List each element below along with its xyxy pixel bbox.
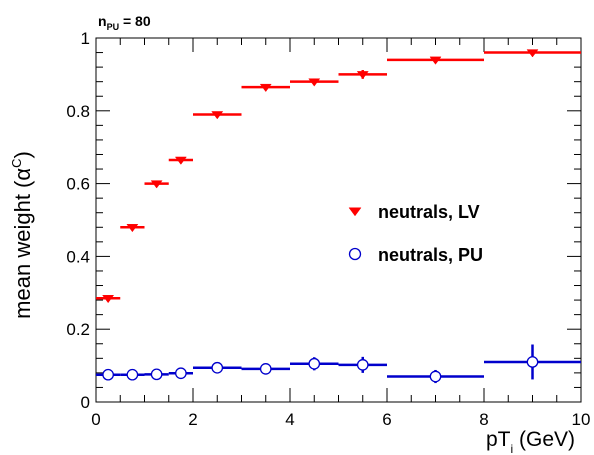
x-tick-label: 10 [572,410,591,429]
x-axis-label-sub: i [510,442,513,455]
data-point-circle [175,367,187,380]
data-point-circle [259,363,272,375]
y-tick-label: 0.4 [66,247,90,266]
series-neutrals-lv [96,49,581,304]
y-tick-label: 1 [81,29,90,48]
x-tick-label: 8 [479,410,488,429]
legend: neutrals, LV neutrals, PU [348,202,483,265]
data-point-triangle [356,71,369,80]
plot-frame [95,37,582,403]
y-tick-label: 0.2 [66,320,90,339]
x-tick-label: 2 [188,410,197,429]
y-tick-label: 0 [81,393,90,412]
pileup-annotation-main: n [98,13,107,29]
data-point-circle [150,368,163,381]
axes: 0 2 4 6 8 10 0 0.2 0.4 0.6 0.8 1 [66,29,590,429]
series-neutrals-pu [96,344,581,384]
data-point-triangle [429,56,442,65]
pileup-annotation-sub: PU [107,22,120,32]
y-tick-label: 0.6 [66,175,90,194]
data-point-triangle [126,224,139,233]
y-axis-label: mean weight (αC) [9,151,35,319]
data-point-triangle [174,156,187,165]
y-axis-label-sup: C [9,159,24,168]
y-axis-label-main: mean weight (α [10,168,35,319]
x-axis-label-rest: (GeV) [513,428,575,451]
data-point-circle [356,359,369,371]
data-point-circle [308,357,321,370]
x-axis-label-main: pT [486,428,511,451]
data-point-triangle [259,83,272,93]
data-point-circle [211,361,224,374]
x-tick-label: 0 [91,410,100,429]
data-point-triangle [526,49,539,58]
data-point-triangle [102,295,115,304]
data-point-circle [429,370,442,383]
y-tick-label: 0.8 [66,102,90,121]
legend-marker-circle [348,247,362,261]
data-point-triangle [211,111,224,120]
x-tick-label: 4 [285,410,294,429]
data-point-triangle [150,180,163,189]
data-point-circle [526,356,539,368]
legend-label: neutrals, PU [378,245,483,265]
data-point-circle [102,368,114,381]
legend-marker-triangle [348,207,362,217]
data-layer [96,49,581,384]
legend-label: neutrals, LV [378,202,480,222]
pileup-annotation: nPU = 80 [98,13,151,32]
pileup-annotation-rest: = 80 [119,13,151,29]
x-tick-label: 6 [382,410,391,429]
y-axis-label-rest: ) [10,151,35,158]
data-point-circle [126,368,139,381]
x-axis-label: pTi (GeV) [486,428,575,455]
data-point-triangle [308,78,321,87]
